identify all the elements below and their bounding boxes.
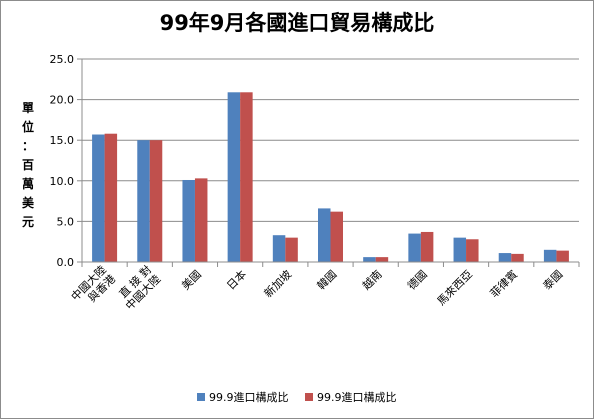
bar: [556, 250, 569, 262]
bar: [182, 179, 195, 262]
x-category-label: 泰國: [540, 267, 565, 292]
y-unit-char: 位: [22, 119, 34, 134]
chart-title: 99年9月各國進口貿易構成比: [160, 11, 435, 35]
y-tick-label: 5.0: [57, 215, 75, 228]
axes: [81, 59, 580, 267]
bar: [285, 237, 298, 262]
bar: [92, 134, 105, 262]
legend-label: 99.9進口構成比: [209, 391, 289, 404]
x-category-label-line: 美國: [179, 268, 204, 293]
x-category-label: 日本: [224, 267, 249, 292]
bar: [498, 253, 512, 262]
bar: [227, 92, 241, 263]
x-category-label-line: 馬來西亞: [435, 268, 475, 308]
y-unit-char: 美: [22, 195, 35, 210]
legend: 99.9進口構成比 99.9進口構成比: [197, 391, 397, 404]
y-tick-label: 25.0: [50, 53, 75, 66]
x-category-label: 馬來西亞: [435, 268, 475, 308]
x-category-label-line: 日本: [224, 267, 249, 292]
bar: [240, 92, 253, 263]
legend-swatch: [197, 393, 205, 401]
y-unit-char: 單: [22, 101, 34, 115]
bar: [453, 237, 467, 262]
legend-label: 99.9進口構成比: [317, 391, 397, 404]
x-category-label: 韓國: [315, 268, 340, 293]
y-tick-label: 15.0: [50, 134, 75, 147]
bar: [272, 235, 286, 262]
y-unit-char: 元: [22, 215, 34, 229]
bar: [511, 253, 524, 262]
bar: [420, 231, 434, 262]
y-tick-label: 20.0: [50, 94, 75, 107]
y-unit-char: 百: [22, 158, 34, 172]
x-category-label: 德國: [404, 267, 429, 292]
bar: [375, 257, 389, 262]
y-unit-char: 萬: [22, 176, 34, 191]
bar: [408, 233, 421, 262]
bar: [363, 257, 376, 262]
bar: [137, 140, 150, 262]
grid-lines: [77, 58, 579, 263]
y-unit-char: ：: [22, 139, 34, 153]
bar: [318, 208, 331, 262]
x-category-label-line: 菲律賓: [487, 267, 520, 300]
bar: [104, 133, 118, 262]
bars: [92, 92, 569, 263]
x-category-label: 美國: [179, 268, 204, 293]
y-tick-labels: 0.0 5.0 10.0 15.0 20.0 25.0: [50, 53, 75, 269]
bar: [543, 249, 557, 262]
x-category-label-line: 新加坡: [261, 267, 294, 300]
y-tick-label: 0.0: [57, 256, 75, 269]
bar: [466, 239, 479, 262]
x-category-label-line: 泰國: [540, 267, 565, 292]
bar: [149, 140, 163, 262]
x-category-label-line: 德國: [404, 267, 429, 292]
bar: [194, 178, 208, 262]
x-category-label: 菲律賓: [487, 267, 520, 300]
y-tick-label: 10.0: [50, 175, 75, 188]
x-category-label-line: 越南: [359, 267, 384, 292]
legend-swatch: [305, 393, 313, 401]
x-category-label-line: 韓國: [315, 268, 340, 293]
x-category-label: 越南: [359, 267, 384, 292]
bar: [330, 211, 343, 262]
x-category-label: 新加坡: [261, 267, 294, 300]
